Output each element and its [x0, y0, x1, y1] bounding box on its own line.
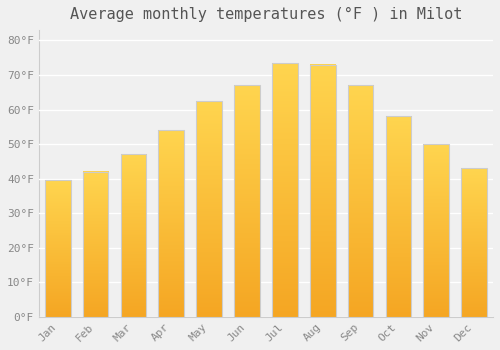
Bar: [386, 117, 411, 317]
Bar: [196, 101, 222, 317]
Bar: [424, 144, 449, 317]
Bar: [158, 130, 184, 317]
Bar: [82, 172, 108, 317]
Title: Average monthly temperatures (°F ) in Milot: Average monthly temperatures (°F ) in Mi…: [70, 7, 462, 22]
Bar: [462, 168, 487, 317]
Bar: [310, 65, 336, 317]
Bar: [348, 85, 374, 317]
Bar: [234, 85, 260, 317]
Bar: [45, 180, 70, 317]
Bar: [120, 154, 146, 317]
Bar: [272, 63, 297, 317]
